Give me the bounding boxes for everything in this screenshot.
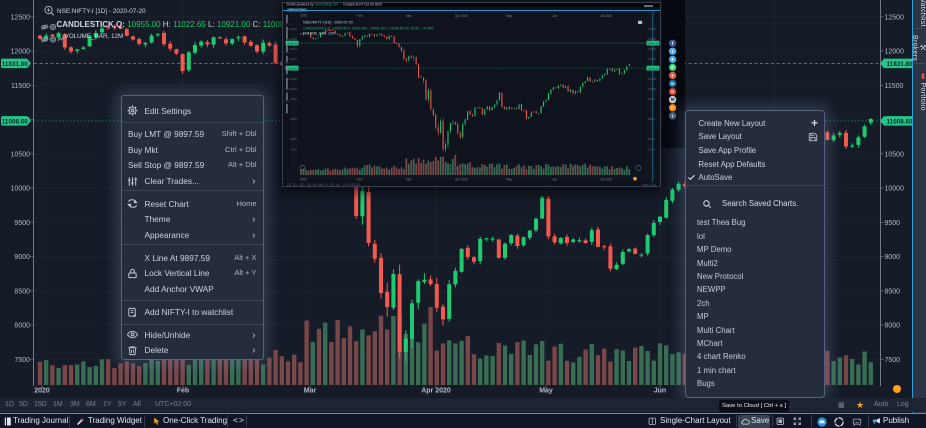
svg-text:11008.60: 11008.60 xyxy=(2,119,28,126)
svg-text:Feb: Feb xyxy=(357,13,363,17)
svg-text:Jul 2020: Jul 2020 xyxy=(600,177,612,181)
svg-text:Jul 2020: Jul 2020 xyxy=(600,13,612,17)
svg-text:2020: 2020 xyxy=(300,177,307,181)
svg-text:11200: 11200 xyxy=(289,57,297,61)
svg-text:10500: 10500 xyxy=(11,151,31,158)
svg-text:12000: 12000 xyxy=(885,49,905,56)
svg-text:f: f xyxy=(672,41,674,46)
svg-text:11008.60: 11008.60 xyxy=(647,66,659,70)
svg-text:7500: 7500 xyxy=(14,357,30,364)
svg-text:●: ● xyxy=(671,73,674,78)
svg-text:8000: 8000 xyxy=(885,323,901,330)
svg-text:Jun: Jun xyxy=(552,177,557,181)
svg-text:May: May xyxy=(506,13,512,17)
svg-text:8500: 8500 xyxy=(885,288,901,295)
svg-text:10400: 10400 xyxy=(289,77,298,81)
svg-text:11500: 11500 xyxy=(11,83,30,90)
svg-text:GoCharting: GoCharting xyxy=(459,166,495,173)
svg-text:Apr 2020: Apr 2020 xyxy=(421,388,451,395)
svg-text:11600: 11600 xyxy=(648,47,656,51)
svg-text:12400: 12400 xyxy=(289,27,298,31)
svg-text:9500: 9500 xyxy=(885,220,901,227)
svg-text:11500: 11500 xyxy=(885,83,904,90)
svg-text:10000: 10000 xyxy=(885,186,905,193)
svg-text:Mar: Mar xyxy=(304,388,317,395)
svg-text:Feb: Feb xyxy=(357,177,363,181)
svg-text:NSE:NIFTY-I [1D] - 2020-07-20: NSE:NIFTY-I [1D] - 2020-07-20 xyxy=(303,20,353,24)
svg-text:11831.80: 11831.80 xyxy=(647,41,659,45)
svg-text:✆: ✆ xyxy=(671,65,676,70)
svg-text:9000: 9000 xyxy=(885,254,901,261)
svg-text:Apr 2020: Apr 2020 xyxy=(455,13,468,17)
svg-text:7500: 7500 xyxy=(885,357,901,364)
svg-text:t: t xyxy=(672,113,674,118)
svg-text:B: B xyxy=(671,105,675,110)
svg-text:2020: 2020 xyxy=(34,388,50,395)
svg-text:10000: 10000 xyxy=(11,186,31,193)
svg-text:9000: 9000 xyxy=(14,254,30,261)
svg-text:CANDLESTICK,Q: 10955.00 H: 110: CANDLESTICK,Q: 10955.00 H: 11022.65 L: 1… xyxy=(303,26,434,30)
svg-text:9600: 9600 xyxy=(290,97,297,101)
svg-text:G: G xyxy=(671,89,675,94)
svg-text:7600: 7600 xyxy=(648,147,655,151)
svg-text:8500: 8500 xyxy=(14,288,30,295)
svg-text:Jun: Jun xyxy=(654,388,666,395)
svg-text:12500: 12500 xyxy=(11,14,31,21)
svg-text:Jun: Jun xyxy=(552,13,557,17)
svg-text:11008.60: 11008.60 xyxy=(286,66,298,70)
svg-text:12000: 12000 xyxy=(648,37,657,41)
svg-text:VOLUME_BAR, 12M: VOLUME_BAR, 12M xyxy=(303,31,335,35)
svg-text:Auto Log: Auto Log xyxy=(642,183,656,187)
svg-text:Mar: Mar xyxy=(406,177,412,181)
svg-text:7600: 7600 xyxy=(290,147,297,151)
svg-text:8800: 8800 xyxy=(290,117,297,121)
svg-text:2020: 2020 xyxy=(300,13,307,17)
svg-text:11200: 11200 xyxy=(648,57,656,61)
svg-text:8000: 8000 xyxy=(648,137,655,141)
svg-text:Mar: Mar xyxy=(406,13,412,17)
svg-text:9500: 9500 xyxy=(14,220,30,227)
svg-text:10400: 10400 xyxy=(648,77,657,81)
svg-text:1D 5D 15D 1M 3M 6M 1Y 5: 1D 5D 15D 1M 3M 6M 1Y 5Y All UTC+02:00 xyxy=(287,183,360,187)
svg-text:12500: 12500 xyxy=(885,14,905,21)
svg-text:May: May xyxy=(539,388,553,395)
svg-text:10000: 10000 xyxy=(648,87,657,91)
svg-text:✈: ✈ xyxy=(671,57,675,62)
svg-text:10500: 10500 xyxy=(885,151,905,158)
svg-text:12000: 12000 xyxy=(289,37,298,41)
svg-text:8000: 8000 xyxy=(290,137,297,141)
svg-text:Apr 2020: Apr 2020 xyxy=(455,177,468,181)
svg-text:10000: 10000 xyxy=(289,87,298,91)
svg-text:12000: 12000 xyxy=(11,49,31,56)
svg-text:✉: ✉ xyxy=(671,97,675,102)
svg-text:8000: 8000 xyxy=(14,323,30,330)
svg-text:Feb: Feb xyxy=(177,388,189,395)
svg-text:May: May xyxy=(506,177,512,181)
svg-text:11600: 11600 xyxy=(289,47,297,51)
svg-text:8800: 8800 xyxy=(648,117,655,121)
svg-text:t: t xyxy=(672,49,674,54)
svg-text:11831.80: 11831.80 xyxy=(887,61,913,68)
svg-text:12400: 12400 xyxy=(648,27,657,31)
svg-text:in: in xyxy=(671,81,675,86)
svg-text:11008.60: 11008.60 xyxy=(887,119,913,126)
svg-text:9600: 9600 xyxy=(648,97,655,101)
svg-text:11831.80: 11831.80 xyxy=(286,41,298,45)
svg-text:11831.80: 11831.80 xyxy=(2,61,28,68)
